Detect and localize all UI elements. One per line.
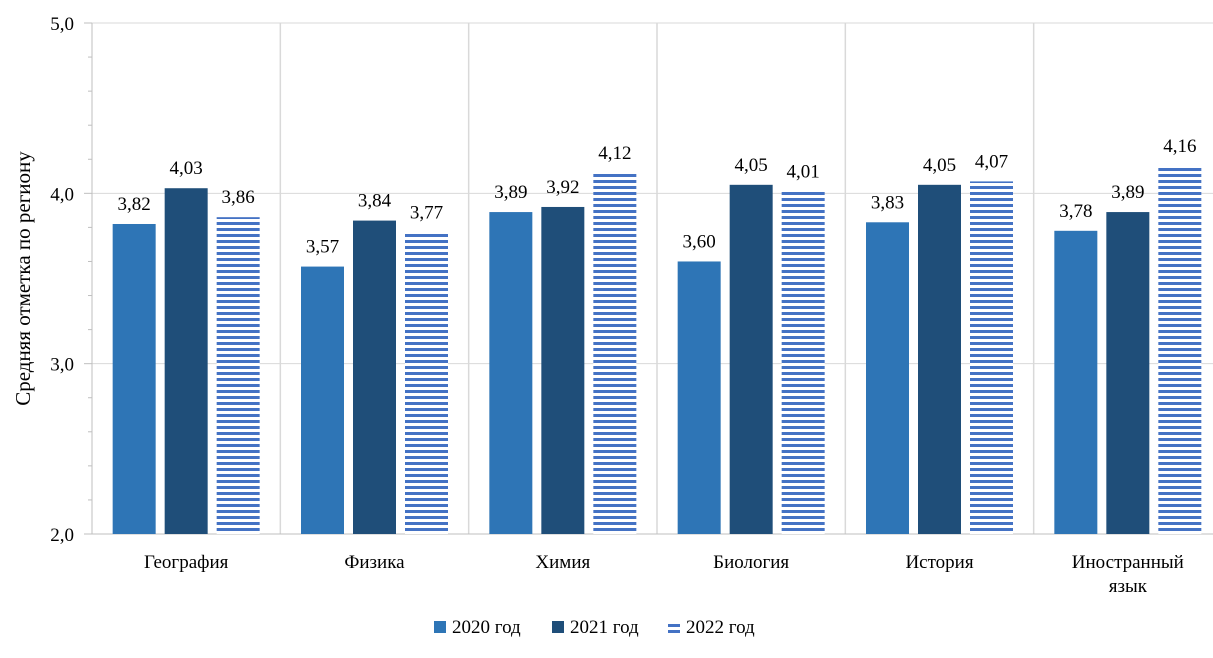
data-label: 3,78 <box>1059 201 1092 222</box>
x-tick-label-line: Иностранный <box>1072 552 1184 573</box>
bars <box>112 166 1202 535</box>
y-tick-label: 4,0 <box>50 184 74 205</box>
bar <box>593 172 637 535</box>
x-tick-label: Иностранный язык <box>1072 552 1184 597</box>
data-label: 3,89 <box>1111 182 1144 203</box>
bar <box>353 220 396 534</box>
legend-swatch <box>552 621 564 633</box>
bar <box>164 188 208 534</box>
bar <box>729 184 773 535</box>
bar <box>301 266 344 534</box>
bar <box>489 212 533 534</box>
x-tick-label-line: Физика <box>344 552 405 573</box>
x-tick-label-line: Химия <box>535 552 590 573</box>
legend: 2020 год 2021 год 2022 год <box>434 617 755 638</box>
bar <box>1106 212 1150 534</box>
x-tick-label-line: История <box>905 552 973 573</box>
bar <box>677 261 721 534</box>
bar <box>405 232 448 534</box>
bar <box>216 217 260 534</box>
data-label: 3,57 <box>306 237 339 258</box>
x-tick-label-line: Биология <box>713 552 789 573</box>
data-label: 4,16 <box>1163 136 1196 157</box>
bar <box>866 222 909 535</box>
bar <box>781 191 825 534</box>
data-label: 3,86 <box>222 187 255 208</box>
axes: 2,0 3,0 4,0 5,0 Средняя отметка по региону Ге… <box>11 14 1213 597</box>
y-tick-label: 2,0 <box>50 525 74 546</box>
x-tick-label: География <box>144 552 229 573</box>
bar <box>1054 230 1098 534</box>
data-label: 4,05 <box>735 155 768 176</box>
y-tick-label: 5,0 <box>50 14 74 35</box>
bar <box>541 206 585 534</box>
data-label: 4,03 <box>170 158 203 179</box>
data-labels: 3,82 4,03 3,86 3,57 3,84 3,77 3,89 3,92 4,12 3,60… <box>118 136 1197 257</box>
bar <box>1158 166 1202 534</box>
legend-swatch <box>434 621 446 633</box>
data-label: 3,89 <box>494 182 527 203</box>
data-label: 3,82 <box>118 194 151 215</box>
legend-label: 2020 год <box>452 617 521 638</box>
data-label: 4,12 <box>598 143 631 164</box>
x-tick-label: Физика <box>344 552 405 573</box>
y-tick-label: 3,0 <box>50 355 74 376</box>
x-tick-label: Биология <box>713 552 789 573</box>
x-tick-label: История <box>905 552 973 573</box>
y-axis-title: Средняя отметка по региону <box>11 151 35 406</box>
legend-label: 2022 год <box>686 617 755 638</box>
x-tick-label-line: язык <box>1109 576 1148 597</box>
bar <box>970 181 1013 534</box>
legend-swatch <box>668 621 680 633</box>
legend-label: 2021 год <box>570 617 639 638</box>
x-tick-label-line: География <box>144 552 229 573</box>
bar <box>918 184 961 535</box>
data-label: 3,60 <box>683 231 716 252</box>
x-tick-label: Химия <box>535 552 590 573</box>
grid <box>92 22 1213 534</box>
data-label: 3,83 <box>871 192 904 213</box>
data-label: 3,92 <box>546 177 579 198</box>
data-label: 4,01 <box>787 162 820 183</box>
bar <box>112 223 156 534</box>
data-label: 3,84 <box>358 191 392 212</box>
data-label: 4,07 <box>975 151 1008 172</box>
data-label: 3,77 <box>410 203 443 224</box>
data-label: 4,05 <box>923 155 956 176</box>
